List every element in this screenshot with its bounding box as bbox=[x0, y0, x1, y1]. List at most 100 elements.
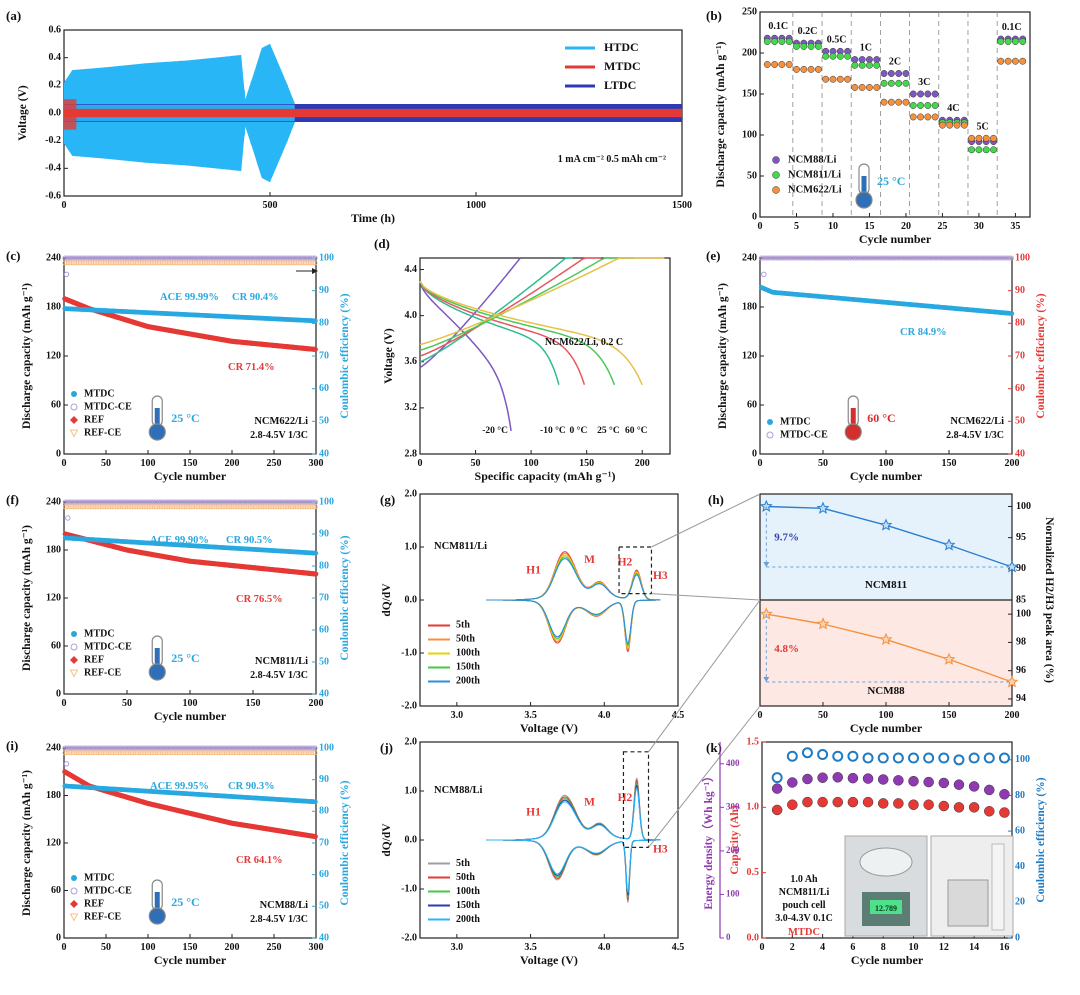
ref-ce-point bbox=[228, 750, 234, 756]
ref-ce-point bbox=[80, 750, 86, 756]
mtdc-ce-point bbox=[193, 745, 199, 751]
data-point bbox=[982, 146, 990, 154]
mtdc-ce-point bbox=[69, 499, 75, 505]
data-point bbox=[924, 113, 932, 121]
mtdc-ce-point bbox=[873, 255, 878, 261]
ref-ce-point bbox=[80, 260, 86, 266]
ref-ce-point bbox=[114, 504, 120, 510]
scale-display bbox=[870, 900, 902, 914]
ref-ce-point bbox=[287, 260, 293, 266]
temperature-label: -20 °C bbox=[482, 425, 508, 436]
ref-ce-point bbox=[205, 260, 211, 266]
x-axis-label: Cycle number bbox=[850, 469, 923, 483]
mtdc-ce-point bbox=[211, 255, 217, 261]
data-point bbox=[877, 798, 889, 809]
mtdc-ce-point bbox=[139, 745, 145, 751]
x-tick-label: 500 bbox=[263, 200, 278, 211]
panel-label: (c) bbox=[6, 248, 20, 263]
y2-tick-label: 90 bbox=[1015, 285, 1025, 296]
mtdc-ce-point bbox=[815, 255, 821, 261]
mtdc-ce-point bbox=[133, 499, 139, 505]
data-point bbox=[975, 146, 983, 154]
mtdc-ce-point bbox=[101, 255, 106, 261]
ref-ce-point bbox=[303, 504, 308, 510]
y2-tick-label: 100 bbox=[319, 252, 334, 263]
mtdc-ce-point bbox=[309, 745, 315, 751]
ref-ce-point bbox=[149, 750, 155, 756]
ref-ce-point bbox=[232, 750, 237, 756]
data-point bbox=[807, 42, 815, 50]
ref-ce-point bbox=[210, 504, 216, 510]
mtdc-ce-point bbox=[284, 255, 290, 261]
y-tick-label: 180 bbox=[742, 301, 757, 312]
mtdc-ce-point bbox=[196, 745, 202, 751]
mtdc-ce-point bbox=[156, 255, 162, 261]
ref-ce-point bbox=[297, 750, 303, 756]
x-tick-label: 2 bbox=[790, 942, 795, 953]
ref-ce-point bbox=[250, 750, 256, 756]
mtdc-ce-point bbox=[195, 499, 201, 505]
ref-ce-point bbox=[178, 750, 184, 756]
mtdc-ce-point bbox=[216, 745, 222, 751]
mtdc-ce-point bbox=[77, 745, 83, 751]
legend-label: MTDC-CE bbox=[84, 401, 132, 412]
mtdc-ce-point bbox=[163, 255, 169, 261]
ref-ce-point bbox=[227, 504, 233, 510]
y2-axis-label: Coulombic efficiency (%) bbox=[1035, 777, 1047, 902]
ref-ce-point bbox=[230, 260, 236, 266]
y2-axis-label: Coulombic efficiency (%) bbox=[339, 535, 351, 660]
mtdc-ce-point bbox=[169, 745, 175, 751]
condition-label: 2.8-4.5V 1/3C bbox=[250, 670, 308, 681]
y-tick-label: 0 bbox=[56, 448, 61, 459]
mtdc-ce-point bbox=[805, 255, 811, 261]
mtdc-ce-point bbox=[250, 255, 256, 261]
zoom-connector bbox=[648, 599, 761, 753]
ref-ce-point bbox=[180, 260, 185, 266]
ref-ce-point bbox=[141, 260, 147, 266]
mtdc-ce-point bbox=[952, 255, 957, 261]
mtdc-ce-point bbox=[903, 255, 909, 261]
ref-ce-point bbox=[99, 750, 105, 756]
ref-ce-point bbox=[77, 260, 83, 266]
mtdc-ce-point bbox=[303, 499, 308, 505]
mtdc-ce-point bbox=[220, 255, 226, 261]
legend-marker bbox=[70, 887, 78, 895]
ref-ce-point bbox=[98, 504, 103, 510]
mtdc-ce-point bbox=[253, 255, 259, 261]
mtdc-ce-point bbox=[237, 255, 242, 261]
mtdc-ce-point bbox=[851, 255, 857, 261]
mtdc-ce-point bbox=[247, 499, 253, 505]
ref-ce-point bbox=[284, 260, 290, 266]
charge-curve bbox=[515, 787, 661, 841]
ref-ce-point bbox=[298, 504, 303, 510]
mtdc-ce-point bbox=[285, 745, 291, 751]
cap-tick-label: 1.5 bbox=[747, 736, 760, 747]
mtdc-ce-point bbox=[91, 745, 96, 751]
ce-point bbox=[786, 750, 798, 762]
mtdc-ce-point bbox=[122, 745, 128, 751]
x-tick-label: 50 bbox=[101, 942, 111, 953]
x-tick-label: 0 bbox=[418, 458, 423, 469]
y2-tick-label: 95 bbox=[1016, 532, 1026, 543]
rate-label: 0.2C bbox=[798, 26, 818, 37]
x-tick-label: 100 bbox=[879, 710, 894, 721]
mtdc-ce-point bbox=[826, 255, 831, 261]
data-point bbox=[800, 65, 808, 73]
ref-ce-point bbox=[294, 504, 300, 510]
rate-label: 2C bbox=[889, 57, 901, 68]
energy-axis-label: Energy density（Wh kg⁻¹） bbox=[701, 770, 715, 909]
x-axis-label: Specific capacity (mAh g⁻¹) bbox=[475, 469, 616, 483]
mtdc-ce-point bbox=[172, 499, 177, 505]
highlight-box bbox=[618, 546, 653, 595]
ref-ce-point bbox=[136, 750, 142, 756]
legend-label: MTDC bbox=[84, 872, 115, 883]
ref-ce-point bbox=[170, 504, 176, 510]
mtdc-ce-point bbox=[234, 499, 240, 505]
mtdc-ce-point bbox=[146, 745, 152, 751]
ref-ce-point bbox=[285, 750, 291, 756]
y-tick-label: 100 bbox=[742, 129, 757, 140]
ref-ce-point bbox=[266, 504, 271, 510]
mtdc-ce-point bbox=[119, 745, 125, 751]
legend-label: 150th bbox=[456, 900, 480, 911]
mtdc-ce-point bbox=[292, 745, 298, 751]
